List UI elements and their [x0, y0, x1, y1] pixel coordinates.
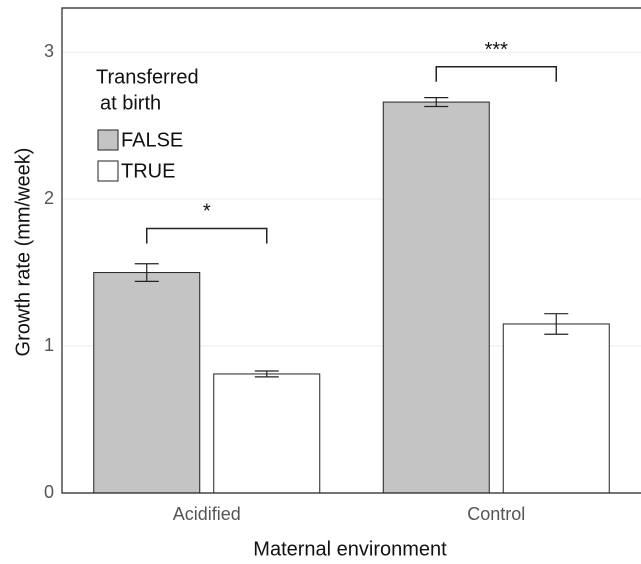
x-axis-label: Maternal environment — [253, 538, 447, 560]
legend-label: FALSE — [121, 129, 183, 151]
legend-title: Transferred — [96, 66, 199, 88]
legend-label: TRUE — [121, 160, 175, 182]
significance-bracket — [146, 227, 268, 244]
y-axis-label: Growth rate (mm/week) — [12, 148, 34, 357]
y-tick-label: 1 — [44, 335, 54, 355]
error-bar — [424, 97, 449, 108]
bar — [93, 272, 201, 494]
error-bar — [544, 313, 569, 335]
legend-title: at birth — [100, 92, 161, 114]
error-bar — [254, 370, 279, 378]
y-tick-label: 2 — [44, 188, 54, 208]
x-tick-label: Acidified — [173, 504, 241, 524]
significance-label: * — [203, 201, 211, 223]
error-bar — [134, 263, 159, 282]
y-tick-label: 3 — [44, 41, 54, 61]
significance-label: *** — [485, 39, 509, 61]
significance-bracket — [435, 66, 557, 82]
x-tick-label: Control — [467, 504, 525, 524]
y-tick-label: 0 — [44, 482, 54, 502]
legend-swatch — [97, 129, 119, 151]
axis-frame — [61, 7, 641, 494]
legend-swatch — [97, 160, 119, 182]
bar — [382, 101, 490, 494]
bar — [213, 373, 321, 494]
bar — [502, 323, 610, 494]
